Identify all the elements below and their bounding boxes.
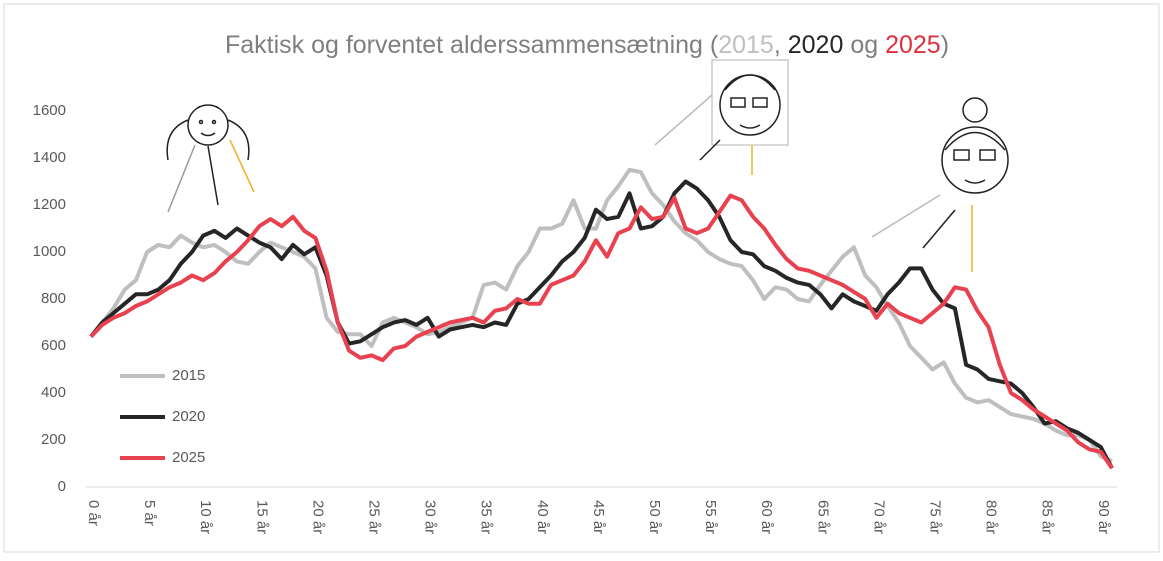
y-tick-label: 600: [41, 337, 66, 354]
chart: Faktisk og forventet alderssammensætning…: [0, 0, 1163, 556]
x-tick-label: 45 år: [590, 500, 607, 534]
title-part: ): [941, 31, 949, 59]
x-tick-label: 65 år: [814, 500, 831, 534]
x-tick-label: 10 år: [197, 500, 214, 534]
title-part: 2015: [718, 31, 774, 59]
x-tick-label: 70 år: [870, 500, 887, 534]
legend-label: 2020: [172, 408, 205, 425]
y-tick-label: 200: [41, 431, 66, 448]
y-tick-label: 400: [41, 384, 66, 401]
x-tick-label: 80 år: [983, 500, 1000, 534]
y-tick-label: 1200: [33, 196, 66, 213]
x-tick-label: 0 år: [85, 500, 102, 526]
title-part: ,: [774, 31, 788, 59]
y-tick-label: 0: [58, 478, 66, 495]
title-part: 2025: [885, 31, 941, 59]
x-tick-label: 85 år: [1039, 500, 1056, 534]
x-tick-label: 25 år: [366, 500, 383, 534]
x-tick-label: 55 år: [702, 500, 719, 534]
title-part: og: [843, 31, 885, 59]
y-tick-label: 800: [41, 290, 66, 307]
chart-border: [4, 4, 1159, 552]
x-tick-label: 50 år: [646, 500, 663, 534]
title-part: 2020: [788, 31, 844, 59]
title-part: Faktisk og forventet alderssammensætning…: [225, 31, 719, 59]
y-tick-label: 1400: [33, 149, 66, 166]
legend-label: 2025: [172, 449, 205, 466]
x-tick-label: 90 år: [1095, 500, 1112, 534]
x-tick-label: 75 år: [927, 500, 944, 534]
y-tick-label: 1000: [33, 243, 66, 260]
chart-title: Faktisk og forventet alderssammensætning…: [225, 31, 949, 59]
x-tick-label: 20 år: [309, 500, 326, 534]
x-tick-label: 60 år: [758, 500, 775, 534]
legend-label: 2015: [172, 367, 205, 384]
x-tick-label: 5 år: [141, 500, 158, 526]
y-tick-label: 1600: [33, 102, 66, 119]
x-tick-label: 15 år: [253, 500, 270, 534]
x-tick-label: 40 år: [534, 500, 551, 534]
x-tick-label: 35 år: [478, 500, 495, 534]
x-tick-label: 30 år: [422, 500, 439, 534]
